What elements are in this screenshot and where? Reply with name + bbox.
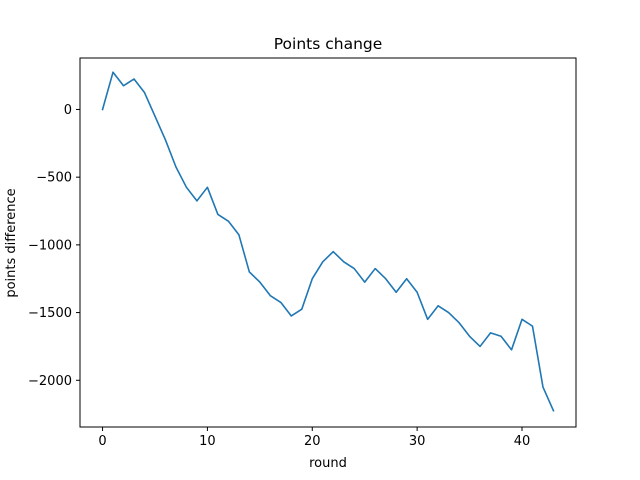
data-point <box>385 278 387 280</box>
data-point <box>406 278 408 280</box>
plot-area <box>101 71 555 412</box>
data-point <box>510 349 513 351</box>
data-point <box>479 345 481 348</box>
data-point <box>196 200 198 202</box>
data-point <box>416 291 418 293</box>
data-point <box>311 278 313 280</box>
data-point <box>154 115 156 117</box>
x-axis-ticks: 0 10 20 30 40 <box>98 427 530 449</box>
data-point <box>133 78 135 80</box>
data-point <box>248 271 250 273</box>
data-point <box>227 220 229 222</box>
data-point <box>521 318 523 320</box>
x-tick-label: 20 <box>304 434 321 449</box>
data-point <box>427 318 429 320</box>
data-point <box>143 91 146 94</box>
y-tick-label: −1500 <box>28 306 72 321</box>
data-point <box>552 410 555 412</box>
data-point <box>374 267 376 270</box>
data-point <box>185 186 188 188</box>
data-point <box>332 251 334 253</box>
data-point <box>280 301 282 304</box>
data-point <box>437 305 439 307</box>
y-tick-label: −2000 <box>28 374 72 389</box>
data-point <box>164 139 167 141</box>
data-point <box>101 108 104 111</box>
data-point <box>489 332 492 334</box>
y-tick-label: −500 <box>36 171 72 186</box>
x-tick-label: 30 <box>409 434 426 449</box>
data-point <box>290 315 292 317</box>
x-tick-label: 0 <box>98 434 106 449</box>
data-point <box>175 166 177 168</box>
y-axis-label: points difference <box>4 188 19 297</box>
data-point <box>259 281 261 283</box>
data-point <box>542 386 544 388</box>
data-point <box>364 281 366 283</box>
x-axis-label: round <box>309 456 347 471</box>
y-tick-label: 0 <box>64 103 72 118</box>
data-point <box>395 291 397 293</box>
data-point <box>269 295 271 297</box>
data-point <box>531 325 534 327</box>
data-point <box>217 213 219 216</box>
data-point <box>343 261 345 263</box>
data-point <box>447 311 450 314</box>
data-point <box>206 186 209 188</box>
data-point <box>353 267 355 270</box>
data-point <box>458 322 460 324</box>
x-tick-label: 40 <box>514 434 531 449</box>
series-line <box>101 71 555 412</box>
chart-title: Points change <box>274 35 383 53</box>
data-point <box>500 335 502 337</box>
data-point <box>322 261 324 263</box>
y-axis-ticks: 0 −500 −1000 −1500 −2000 <box>28 103 80 389</box>
data-point <box>238 234 240 236</box>
data-point <box>301 308 303 310</box>
data-point <box>112 71 114 73</box>
x-tick-label: 10 <box>199 434 216 449</box>
data-point <box>122 85 125 87</box>
axes-frame <box>79 57 577 428</box>
data-point <box>468 335 471 337</box>
y-tick-label: −1000 <box>28 238 72 253</box>
